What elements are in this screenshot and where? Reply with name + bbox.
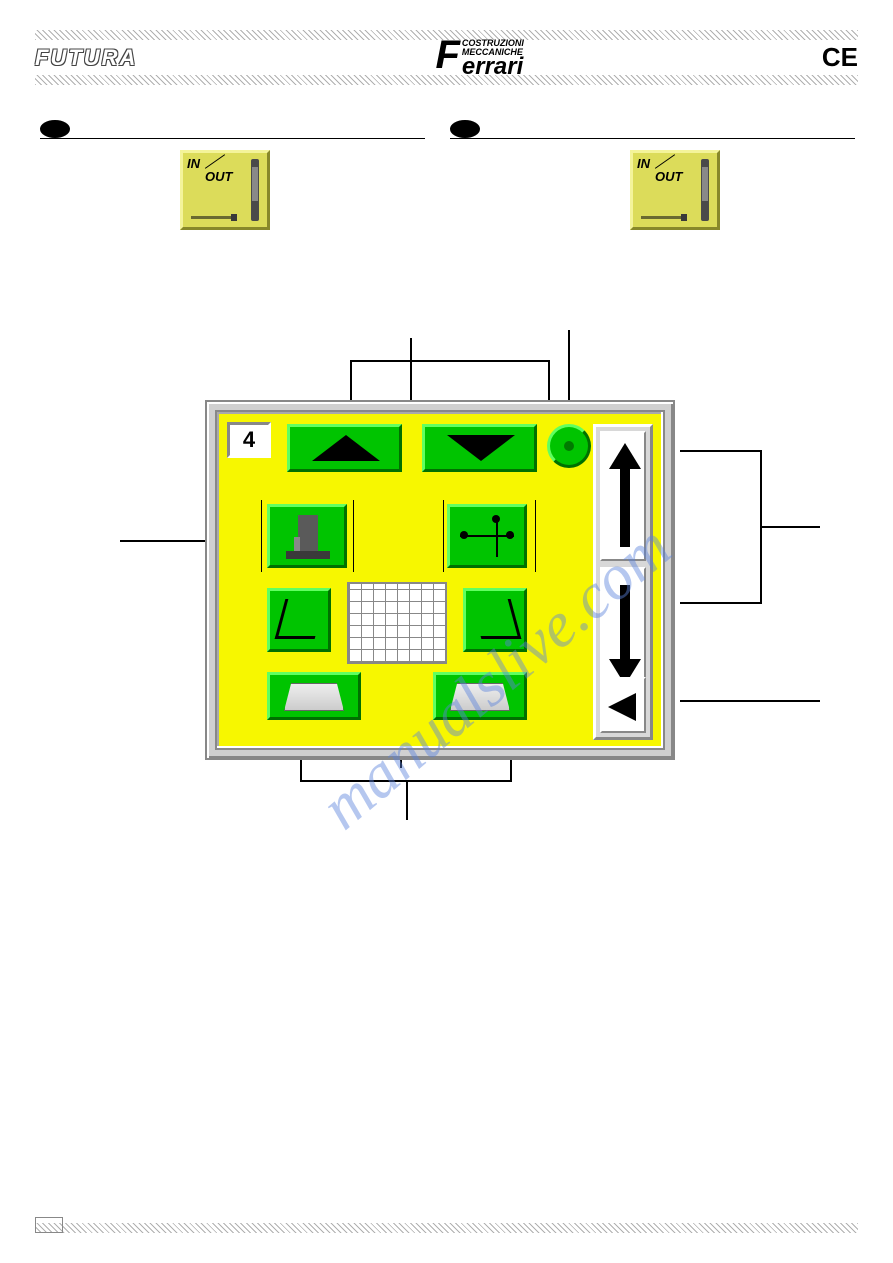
callout-line bbox=[680, 700, 820, 702]
tray-left-button[interactable] bbox=[267, 672, 361, 720]
cylinder-icon bbox=[701, 159, 709, 221]
ferrari-logo: F COSTRUZIONI MECCANICHE errari bbox=[435, 39, 523, 76]
back-button[interactable] bbox=[600, 677, 646, 733]
up-arrow-icon bbox=[609, 443, 641, 469]
logo-rest: errari bbox=[462, 57, 524, 76]
ce-mark: CE bbox=[822, 42, 858, 73]
up-arrow-icon bbox=[312, 435, 380, 461]
arrow-shaft-icon bbox=[620, 467, 630, 547]
switch-button[interactable] bbox=[447, 504, 527, 568]
switch-dot-icon bbox=[506, 531, 514, 539]
switch-dot-icon bbox=[492, 515, 500, 523]
ejector-base-icon bbox=[286, 551, 330, 559]
ejector-pin-icon bbox=[294, 537, 300, 551]
callout-line bbox=[350, 360, 548, 362]
back-arrow-icon bbox=[608, 693, 636, 721]
belt-left-button[interactable] bbox=[267, 588, 331, 652]
inout-button-right[interactable]: IN OUT bbox=[630, 150, 720, 230]
belt-left-icon bbox=[275, 599, 326, 639]
ejector-button[interactable] bbox=[267, 504, 347, 568]
indicator-button[interactable] bbox=[547, 424, 591, 468]
tray-grid bbox=[347, 582, 447, 664]
tray-icon bbox=[284, 683, 344, 711]
down-button[interactable] bbox=[422, 424, 537, 472]
up-button[interactable] bbox=[287, 424, 402, 472]
page-header: FUTURA F COSTRUZIONI MECCANICHE errari C… bbox=[35, 40, 858, 75]
footer-hatch bbox=[35, 1223, 858, 1233]
scroll-up-button[interactable] bbox=[600, 431, 646, 561]
section-marker-right bbox=[450, 120, 480, 138]
page-number: 4 bbox=[227, 422, 271, 458]
scroll-group bbox=[593, 424, 653, 740]
callout-line bbox=[410, 338, 412, 400]
page-number-value: 4 bbox=[243, 427, 255, 453]
probe-icon bbox=[641, 216, 681, 219]
section-rule-left bbox=[40, 138, 425, 139]
page-number-box bbox=[35, 1217, 63, 1233]
arrow-shaft-icon bbox=[620, 585, 630, 665]
switch-dot-icon bbox=[460, 531, 468, 539]
callout-line bbox=[760, 526, 820, 528]
probe-icon bbox=[191, 216, 231, 219]
callout-line bbox=[406, 780, 408, 820]
belt-right-button[interactable] bbox=[463, 588, 527, 652]
belt-right-icon bbox=[471, 599, 522, 639]
section-rule-right bbox=[450, 138, 855, 139]
tray-icon bbox=[450, 683, 510, 711]
control-panel: 4 bbox=[205, 400, 675, 760]
inout-button-left[interactable]: IN OUT bbox=[180, 150, 270, 230]
section-marker-left bbox=[40, 120, 70, 138]
product-name: FUTURA bbox=[35, 45, 137, 71]
switch-icon bbox=[496, 517, 498, 557]
logo-letter-f: F bbox=[435, 39, 459, 71]
callout-line bbox=[680, 450, 762, 452]
tray-right-button[interactable] bbox=[433, 672, 527, 720]
cylinder-icon bbox=[251, 159, 259, 221]
callout-line bbox=[680, 602, 762, 604]
control-panel-inner: 4 bbox=[215, 410, 665, 750]
down-arrow-icon bbox=[447, 435, 515, 461]
